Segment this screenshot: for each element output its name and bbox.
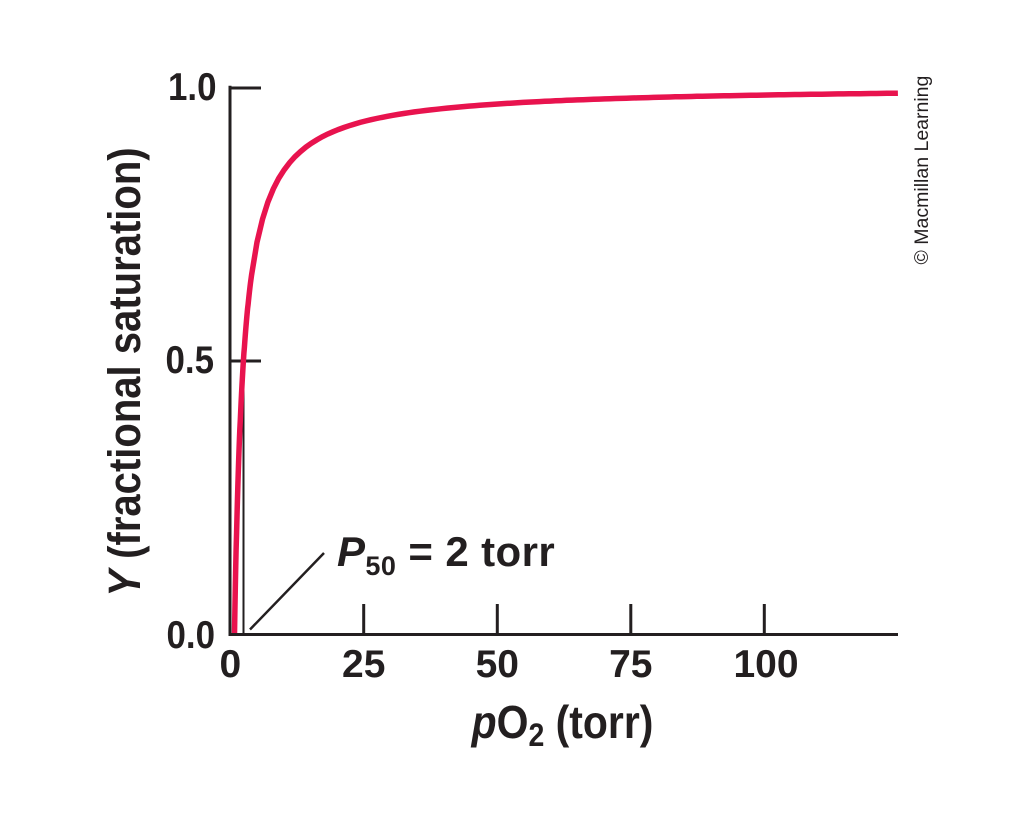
svg-text:50: 50 xyxy=(476,643,519,686)
svg-text:© Macmillan Learning: © Macmillan Learning xyxy=(911,76,933,265)
svg-text:25: 25 xyxy=(342,643,385,686)
svg-text:0: 0 xyxy=(220,643,242,686)
svg-text:0.0: 0.0 xyxy=(167,614,216,657)
svg-text:0.5: 0.5 xyxy=(166,339,215,382)
svg-text:1.0: 1.0 xyxy=(168,66,217,109)
svg-text:P50 = 2 torr: P50 = 2 torr xyxy=(337,528,555,581)
svg-text:100: 100 xyxy=(733,643,798,686)
svg-text:pO2 (torr): pO2 (torr) xyxy=(471,698,654,754)
svg-text:75: 75 xyxy=(609,643,652,686)
svg-text:Y (fractional saturation): Y (fractional saturation) xyxy=(100,147,151,596)
